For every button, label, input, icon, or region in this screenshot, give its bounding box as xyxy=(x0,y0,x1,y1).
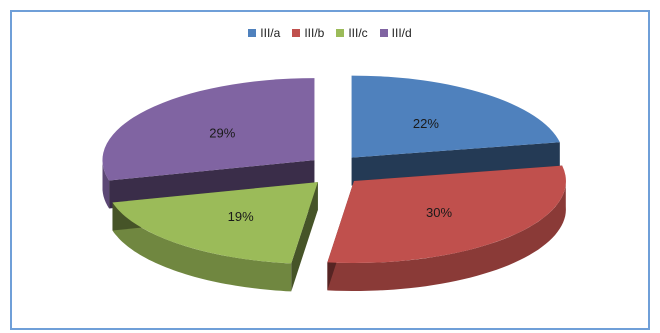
legend-swatch-iiid xyxy=(379,29,388,37)
data-label-iiid: 29% xyxy=(209,126,235,141)
legend-swatch-iiic xyxy=(336,29,345,37)
legend-item-iiia: III/a xyxy=(248,26,280,40)
pie-slice-rim-iiib xyxy=(327,178,566,291)
legend-label-iiid: III/d xyxy=(391,26,412,40)
pie-slice-wall-iiia-1 xyxy=(351,142,560,186)
pie-slice-rim-iiid xyxy=(102,158,110,209)
pie-slice-wall-iiid-0 xyxy=(109,160,315,209)
pie-slice-rim-iiic xyxy=(112,202,292,292)
pie-slice-top-iiia xyxy=(351,75,560,158)
data-label-iiia: 22% xyxy=(413,116,439,131)
legend-label-iiic: III/c xyxy=(348,26,368,40)
legend-swatch-iiia xyxy=(248,29,257,37)
chart-legend: III/a III/b III/c III/d xyxy=(0,26,660,40)
legend-label-iiib: III/b xyxy=(304,26,325,40)
pie-slice-iiib xyxy=(327,165,566,291)
pie-slice-iiic xyxy=(112,182,318,292)
legend-item-iiid: III/d xyxy=(379,26,412,40)
legend-label-iiia: III/a xyxy=(260,26,281,40)
pie-slice-iiid xyxy=(102,78,315,209)
legend-swatch-iiib xyxy=(292,29,301,37)
pie-slice-top-iiic xyxy=(112,182,318,264)
data-label-iiic: 19% xyxy=(228,209,254,224)
pie-slice-top-iiid xyxy=(102,78,315,181)
legend-item-iiib: III/b xyxy=(292,26,324,40)
pie-slice-top-iiib xyxy=(327,165,566,264)
data-label-iiib: 30% xyxy=(426,205,452,220)
legend-item-iiic: III/c xyxy=(336,26,368,40)
pie-slice-iiia xyxy=(351,75,560,186)
